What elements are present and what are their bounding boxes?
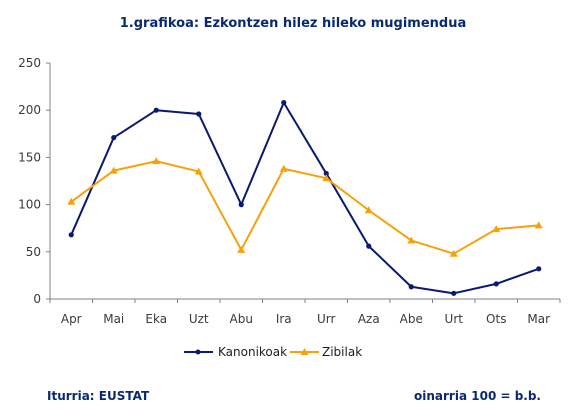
legend-marker-kanonikoak: [195, 349, 201, 355]
x-tick-label: Ira: [276, 312, 292, 326]
data-point-zibilak: [449, 249, 458, 257]
data-point-zibilak: [279, 164, 288, 172]
x-tick-label: Urr: [317, 312, 336, 326]
y-tick-label: 0: [33, 292, 41, 306]
legend-item-zibilak: Zibilak: [290, 345, 362, 359]
legend: Kanonikoak Zibilak: [184, 345, 362, 359]
x-tick-label: Abe: [400, 312, 423, 326]
data-point-zibilak: [67, 197, 76, 205]
x-tick-label: Ots: [486, 312, 506, 326]
x-tick-label: Abu: [230, 312, 253, 326]
data-point-zibilak: [109, 166, 118, 174]
data-point-kanonikoak: [408, 284, 414, 290]
base-note: oinarria 100 = b.b.: [414, 389, 541, 403]
data-point-kanonikoak: [366, 243, 372, 249]
data-point-kanonikoak: [493, 281, 499, 287]
source-note: Iturria: EUSTAT: [47, 389, 150, 403]
data-point-kanonikoak: [281, 100, 287, 106]
data-point-zibilak: [492, 225, 501, 233]
series-line-zibilak: [70, 160, 539, 255]
data-point-zibilak: [534, 221, 543, 229]
y-tick-label: 150: [18, 150, 41, 164]
y-tick-label: 50: [26, 245, 41, 259]
data-point-zibilak: [237, 245, 246, 253]
data-point-kanonikoak: [451, 290, 457, 296]
data-point-kanonikoak: [323, 170, 329, 177]
y-tick-label: 100: [18, 198, 41, 212]
chart-title: 1.grafikoa: Ezkontzen hilez hileko mugim…: [120, 16, 466, 31]
x-tick-label: Mar: [527, 312, 550, 326]
x-tick-label: Eka: [145, 312, 167, 326]
data-point-zibilak: [407, 236, 416, 244]
x-tick-label: Aza: [358, 312, 380, 326]
x-tick-label: Uzt: [189, 312, 209, 326]
y-tick-label: 200: [18, 103, 41, 117]
legend-marker-zibilak: [300, 348, 309, 355]
data-point-kanonikoak: [536, 266, 542, 272]
legend-label-kanonikoak: Kanonikoak: [218, 345, 287, 359]
data-point-kanonikoak: [111, 134, 117, 141]
y-tick-label: 250: [18, 56, 41, 70]
y-axis-ticks: 0 50 100 150 200 250: [18, 56, 50, 306]
data-point-zibilak: [364, 206, 373, 214]
legend-label-zibilak: Zibilak: [322, 345, 362, 359]
x-tick-label: Mai: [103, 312, 124, 326]
data-point-zibilak: [152, 157, 161, 165]
data-point-kanonikoak: [196, 111, 202, 117]
data-point-kanonikoak: [238, 202, 244, 208]
data-point-kanonikoak: [68, 232, 74, 238]
series-line-kanonikoak: [70, 101, 540, 295]
legend-item-kanonikoak: Kanonikoak: [184, 345, 287, 359]
data-point-kanonikoak: [153, 107, 159, 113]
x-tick-label: Apr: [61, 312, 82, 326]
x-tick-label: Urt: [445, 312, 464, 326]
data-point-zibilak: [322, 174, 331, 182]
series-layer: [67, 100, 543, 296]
data-point-zibilak: [194, 167, 203, 175]
x-axis-ticks: Apr Mai Eka Uzt Abu Ira Urr Aza Abe Urt Ots Mar: [49, 299, 561, 326]
